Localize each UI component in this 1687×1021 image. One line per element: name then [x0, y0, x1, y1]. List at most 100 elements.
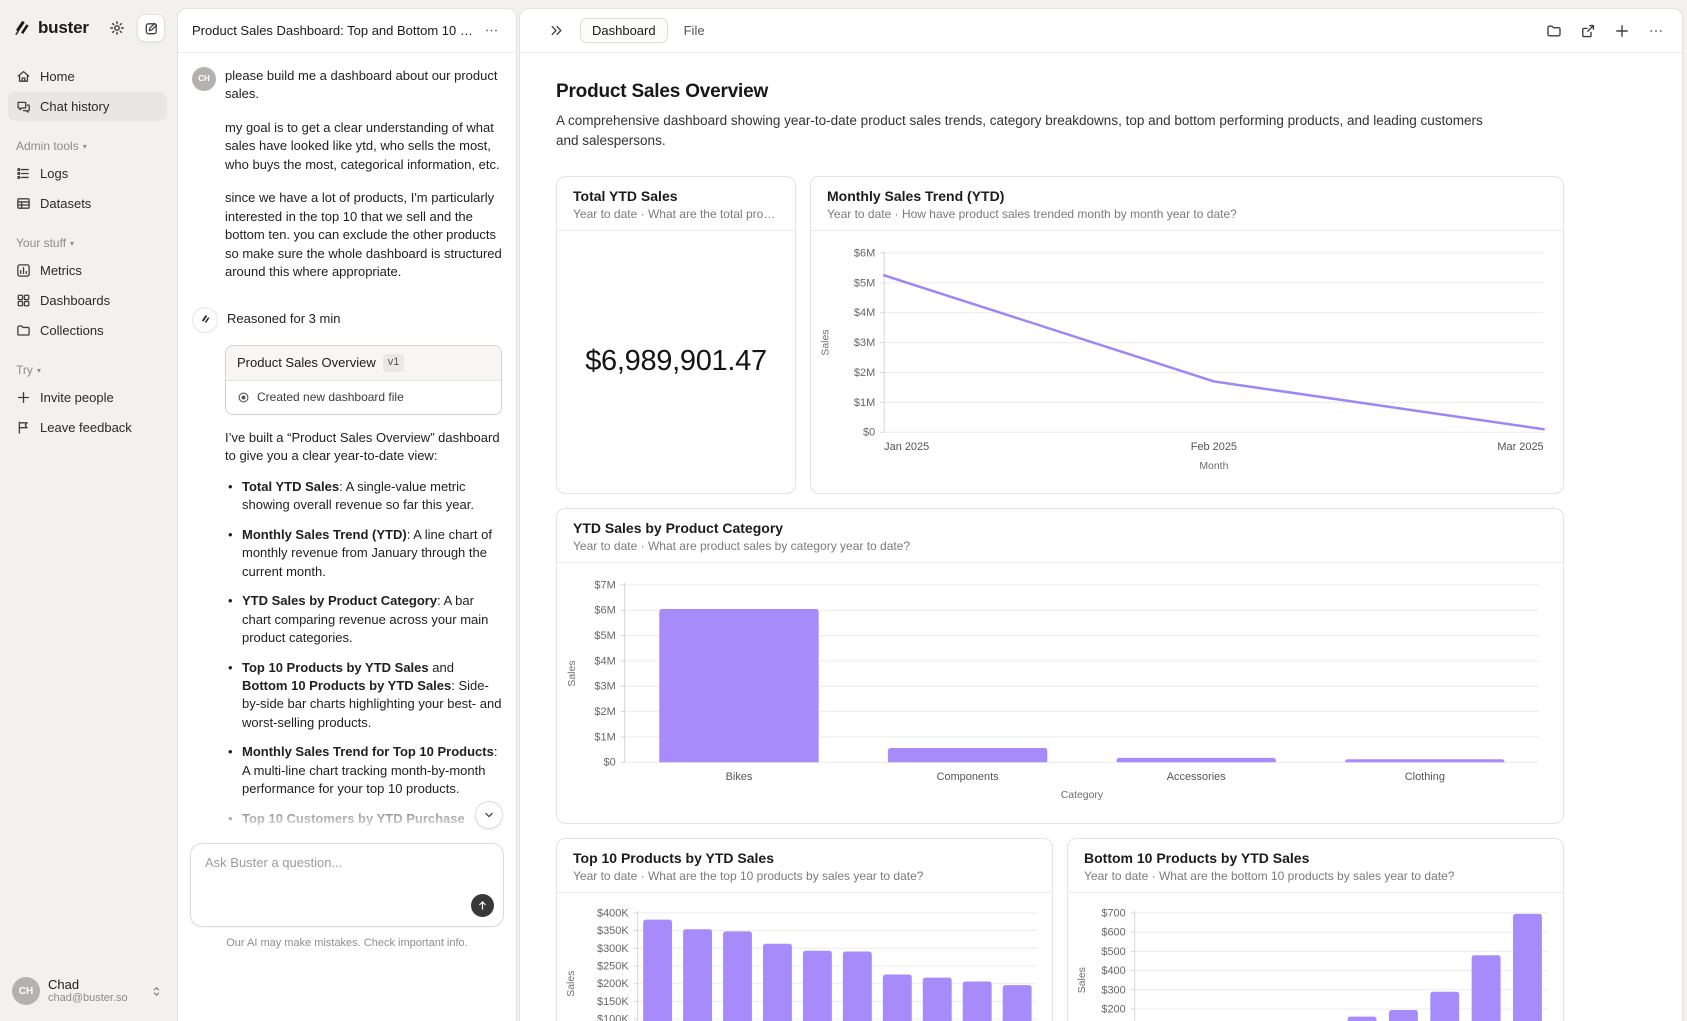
assistant-intro: I’ve built a “Product Sales Overview” da…	[225, 430, 500, 464]
bar	[683, 928, 713, 1021]
sidebar-item-leave-feedback[interactable]: Leave feedback	[8, 413, 167, 442]
user-message: CH please build me a dashboard about our…	[192, 67, 502, 297]
bar	[962, 981, 992, 1021]
bar	[1430, 991, 1460, 1021]
card-subtitle: Year to date · What are the total produ.…	[573, 206, 779, 221]
card-subtitle: Year to date · What are the top 10 produ…	[573, 868, 924, 883]
card-bottom10-products[interactable]: Bottom 10 Products by YTD Sales Year to …	[1067, 837, 1564, 1021]
svg-text:$0: $0	[863, 426, 875, 438]
scroll-to-bottom-button[interactable]	[475, 801, 503, 829]
page-title: Product Sales Overview	[556, 81, 769, 102]
sidebar-item-dashboards[interactable]: Dashboards	[8, 286, 167, 315]
svg-text:$150K: $150K	[597, 995, 629, 1007]
section-admin-tools[interactable]: Admin tools ▾	[16, 139, 87, 153]
card-monthly-sales-trend[interactable]: Monthly Sales Trend (YTD) Year to date ·…	[810, 175, 1564, 494]
assistant-bullet: YTD Sales by Product Category: A bar cha…	[225, 592, 502, 647]
chat-messages[interactable]: CH please build me a dashboard about our…	[178, 53, 516, 839]
more-ellipsis-icon[interactable]	[1644, 19, 1668, 43]
settings-gear-icon[interactable]	[105, 16, 129, 40]
tab-file[interactable]: File	[683, 23, 705, 38]
svg-text:Sales: Sales	[566, 970, 577, 996]
main-panel: Dashboard File Product Sales Overview A …	[519, 8, 1683, 1021]
svg-text:$400K: $400K	[597, 907, 629, 919]
main-header: Dashboard File	[520, 9, 1682, 53]
chat-history-icon	[16, 99, 31, 114]
card-title: Bottom 10 Products by YTD Sales	[1084, 849, 1310, 866]
svg-text:$4M: $4M	[594, 655, 615, 667]
bar	[643, 919, 673, 1021]
section-try[interactable]: Try ▾	[16, 363, 41, 377]
home-icon	[16, 69, 31, 84]
card-sales-by-category[interactable]: YTD Sales by Product Category Year to da…	[556, 507, 1564, 824]
send-button[interactable]	[471, 894, 494, 917]
card-title: Top 10 Products by YTD Sales	[573, 849, 774, 866]
caret-down-icon: ▾	[82, 141, 87, 151]
svg-text:Jan 2025: Jan 2025	[884, 441, 929, 453]
svg-text:$2M: $2M	[854, 366, 875, 378]
user-message-text: please build me a dashboard about our pr…	[225, 67, 502, 297]
trend-line	[882, 273, 1545, 430]
chat-menu-ellipsis-icon[interactable]	[480, 19, 502, 43]
circle-dot-icon	[237, 391, 250, 404]
svg-text:$200: $200	[1101, 1003, 1125, 1015]
user-message-avatar: CH	[192, 67, 216, 91]
brand-name: buster	[38, 18, 89, 37]
sidebar-item-invite-people[interactable]: Invite people	[8, 383, 167, 412]
ai-disclaimer: Our AI may make mistakes. Check importan…	[226, 937, 468, 949]
bar	[842, 950, 872, 1021]
bar	[1388, 1009, 1418, 1021]
chevron-updown-icon	[150, 985, 163, 998]
folder-icon[interactable]	[1542, 19, 1566, 43]
assistant-bullet-list: Total YTD Sales: A single-value metric s…	[225, 478, 502, 839]
card-title: Monthly Sales Trend (YTD)	[827, 187, 1005, 204]
user-message-paragraph: please build me a dashboard about our pr…	[225, 68, 498, 102]
user-avatar: CH	[12, 977, 40, 1005]
card-top10-products[interactable]: Top 10 Products by YTD Sales Year to dat…	[556, 837, 1053, 1021]
card-title: Total YTD Sales	[573, 187, 678, 204]
plus-icon	[16, 390, 31, 405]
file-card-title: Product Sales Overview	[237, 354, 376, 370]
svg-text:$100K: $100K	[597, 1013, 629, 1021]
svg-text:Clothing: Clothing	[1405, 771, 1445, 783]
card-total-ytd-sales[interactable]: Total YTD Sales Year to date · What are …	[556, 175, 796, 494]
monthly-sales-trend-chart: $0 $1M $2M $3M $4M $5M $6M Sales Jan 2025 Feb 202…	[811, 231, 1563, 493]
tab-dashboard[interactable]: Dashboard	[580, 18, 668, 43]
chat-input-box[interactable]	[190, 843, 504, 927]
share-icon[interactable]	[1576, 19, 1600, 43]
svg-text:Accessories: Accessories	[1167, 771, 1226, 783]
collapse-panel-icon[interactable]	[544, 19, 568, 43]
section-your-stuff[interactable]: Your stuff ▾	[16, 236, 75, 250]
svg-text:$5M: $5M	[854, 277, 875, 289]
svg-text:$1M: $1M	[594, 731, 615, 743]
sidebar-item-metrics[interactable]: Metrics	[8, 256, 167, 285]
new-chat-button[interactable]	[137, 14, 165, 42]
bar	[723, 930, 752, 1021]
card-subtitle: Year to date · What are the bottom 10 pr…	[1084, 868, 1455, 883]
sidebar-item-home[interactable]: Home	[8, 62, 167, 91]
sales-by-category-chart: $0 $1M $2M $3M $4M $5M $6M $7M Sales Bikes Compone…	[557, 563, 1563, 823]
sidebar-item-datasets[interactable]: Datasets	[8, 189, 167, 218]
svg-text:$5M: $5M	[594, 630, 615, 642]
sidebar-item-chat-history[interactable]: Chat history	[8, 92, 167, 121]
dashboard-file-card[interactable]: Product Sales Overview v1 Created new da…	[225, 344, 502, 416]
add-icon[interactable]	[1610, 19, 1634, 43]
sidebar-item-logs[interactable]: Logs	[8, 159, 167, 188]
logs-icon	[16, 166, 31, 181]
reasoning-row[interactable]: Reasoned for 3 min	[192, 306, 502, 333]
svg-text:$4M: $4M	[854, 307, 875, 319]
svg-text:$3M: $3M	[854, 337, 875, 349]
bar	[659, 608, 819, 762]
bar	[1347, 1016, 1377, 1021]
svg-text:$600: $600	[1101, 926, 1125, 938]
chat-title: Product Sales Dashboard: Top and Bottom …	[192, 23, 481, 38]
total-ytd-sales-value: $6,989,901.47	[585, 345, 767, 377]
chat-input[interactable]	[205, 855, 463, 870]
bar	[887, 747, 1048, 762]
dashboard-scroll-area[interactable]: Product Sales Overview A comprehensive d…	[520, 53, 1682, 1021]
svg-text:$3M: $3M	[594, 680, 615, 692]
sidebar-item-collections[interactable]: Collections	[8, 316, 167, 345]
svg-text:$300: $300	[1101, 984, 1125, 996]
user-menu[interactable]: CH Chad chad@buster.so	[8, 971, 167, 1011]
